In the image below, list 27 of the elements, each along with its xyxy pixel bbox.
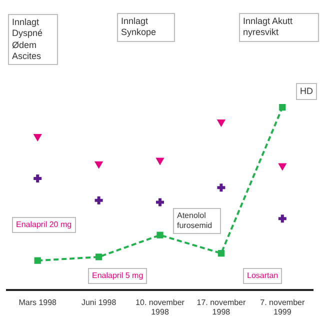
point (156, 158, 164, 165)
x-tick-label: 10. november 1998 (136, 298, 185, 316)
point (34, 134, 42, 142)
annotation: Enalapril 20 mg (12, 217, 76, 233)
point (94, 161, 103, 168)
point (276, 213, 288, 224)
annotation: Losartan (243, 268, 282, 284)
x-tick-label: Mars 1998 (18, 298, 58, 307)
text: HD (296, 83, 317, 100)
point (278, 163, 286, 170)
point (95, 254, 102, 260)
text: Innlagt Akutt nyresvikt (239, 13, 319, 42)
point (279, 104, 286, 111)
text: Innlagt Synkope (117, 13, 175, 42)
point (34, 257, 41, 264)
x-tick-label: 17. november 1998 (196, 298, 246, 316)
point (154, 196, 166, 208)
annotation: Atenolol furosemid (173, 208, 221, 234)
point (217, 119, 226, 126)
annotation: Enalapril 5 mg (88, 268, 148, 284)
text: Innlagt Dyspné Ødem Ascites (8, 14, 58, 65)
point (93, 194, 104, 206)
point (216, 182, 227, 194)
point (156, 232, 164, 238)
point (218, 250, 225, 257)
x-tick-label: Juni 1998 (81, 298, 117, 307)
x-tick-label: 7. november 1999 (260, 298, 305, 316)
